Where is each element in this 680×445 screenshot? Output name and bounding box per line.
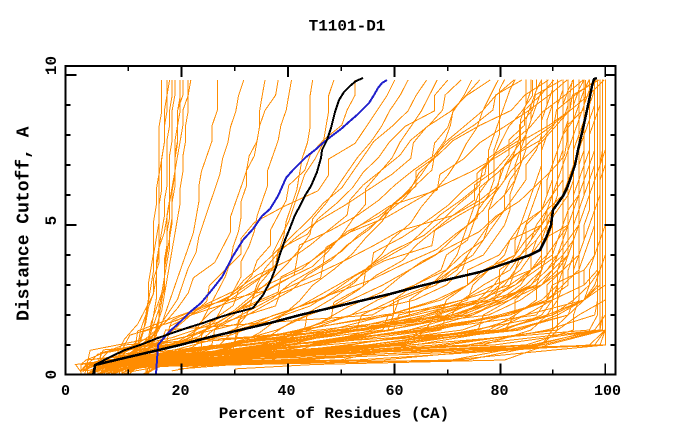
svg-text:5: 5 (43, 216, 61, 226)
svg-text:0: 0 (43, 370, 61, 380)
svg-text:20: 20 (171, 383, 189, 400)
svg-text:Distance Cutoff, A: Distance Cutoff, A (15, 126, 35, 321)
svg-text:10: 10 (43, 56, 61, 75)
svg-text:Percent of Residues (CA): Percent of Residues (CA) (219, 405, 449, 423)
svg-text:60: 60 (385, 383, 403, 400)
svg-text:T1101-D1: T1101-D1 (309, 18, 386, 36)
svg-text:40: 40 (277, 383, 295, 400)
svg-text:0: 0 (61, 383, 70, 400)
svg-text:80: 80 (490, 383, 508, 400)
svg-text:100: 100 (594, 383, 621, 400)
